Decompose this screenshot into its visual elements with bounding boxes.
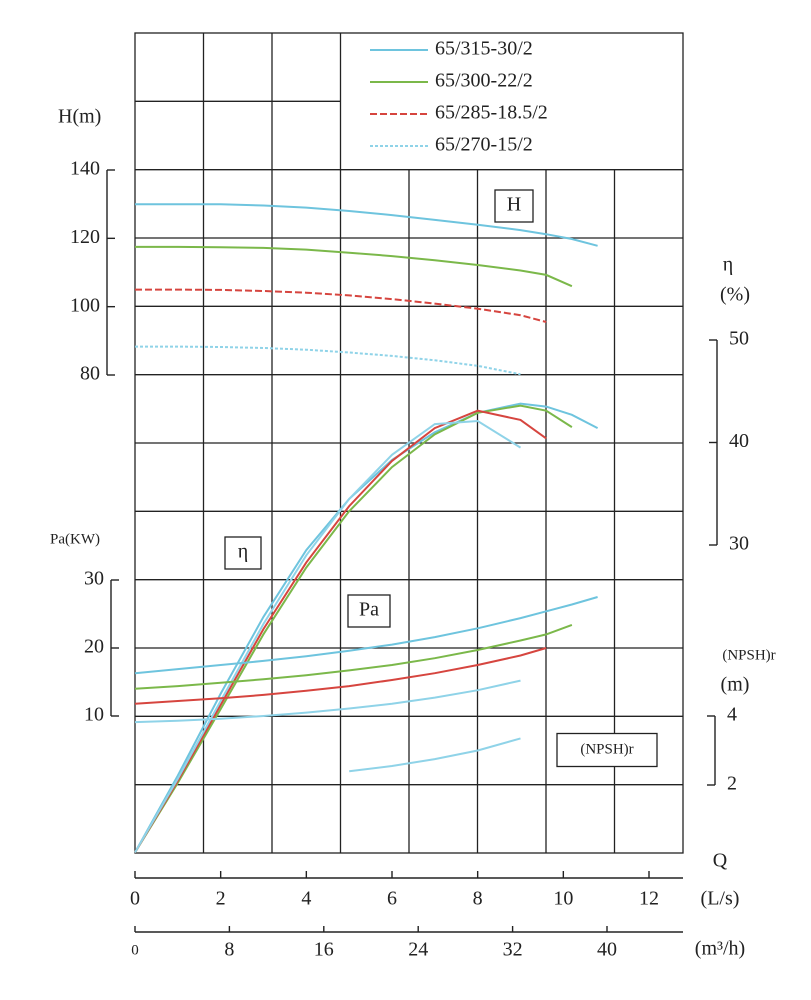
curve [135,345,521,376]
x2-tick-label: 0 [131,942,139,958]
curve [134,596,598,675]
x-tick-label: 4 [301,888,311,910]
legend-bg [355,131,675,161]
legend-label: 65/300-22/2 [435,70,533,92]
eta-axis-unit: (%) [720,284,750,306]
curve [134,623,573,690]
x-tick-label: 8 [473,888,483,910]
pa-tick-label: 10 [84,704,104,726]
annotation: η [238,541,248,563]
pa-tick-label: 30 [84,568,104,590]
annotation-box [556,732,658,768]
curve [135,245,573,288]
h-tick-label: 120 [70,226,100,248]
annotation: H [507,194,521,216]
x-tick-label: 0 [130,888,140,910]
x-tick-label: 10 [553,888,573,910]
annotation-box [494,189,534,223]
pa-axis-label: Pa(KW) [50,531,100,547]
curve [135,203,598,247]
h-tick-label: 100 [70,294,100,316]
annotation: (NPSH)r [580,741,633,757]
npsh-tick-label: 4 [727,704,737,726]
x-tick-label: 12 [639,888,659,910]
eta-tick-label: 40 [729,430,749,452]
x2-axis-unit: (m³/h) [695,938,745,960]
x2-tick-label: 32 [503,939,523,961]
pa-tick-label: 20 [84,636,104,658]
x-tick-label: 6 [387,888,397,910]
x2-tick-label: 40 [597,939,617,961]
h-tick-label: 80 [80,363,100,385]
legend-label: 65/285-18.5/2 [435,102,548,124]
x-tick-label: 2 [216,888,226,910]
curve [134,409,547,854]
x-axis-unit: (L/s) [701,888,740,910]
npsh-tick-label: 2 [727,773,737,795]
curve [135,288,547,323]
annotation: Pa [359,599,379,621]
x2-tick-label: 16 [314,939,334,961]
curve [134,419,522,854]
annotation-box [347,594,391,628]
eta-tick-label: 50 [729,328,749,350]
legend-label: 65/315-30/2 [435,38,533,60]
npsh-axis-label: (NPSH)r [722,647,775,663]
x2-tick-label: 24 [408,939,428,961]
curve [134,679,521,724]
annotation-box [224,536,262,570]
h-tick-label: 140 [70,158,100,180]
npsh-axis-unit: (m) [721,674,750,696]
curve [134,404,573,854]
curve [349,737,521,773]
legend-bg [355,99,675,129]
x-axis-label: Q [713,850,728,872]
x2-tick-label: 8 [224,939,234,961]
eta-axis-label: η [723,254,733,276]
curve [134,647,547,705]
eta-tick-label: 30 [729,533,749,555]
h-axis-label: H(m) [58,106,101,128]
legend-label: 65/270-15/2 [435,134,533,156]
